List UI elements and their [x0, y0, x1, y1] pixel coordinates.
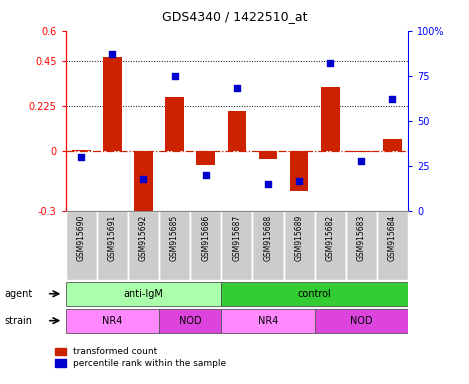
- Bar: [165, 97, 184, 151]
- Bar: [72, 150, 91, 151]
- Text: GSM915692: GSM915692: [139, 215, 148, 261]
- Bar: [352, 151, 371, 152]
- Text: GSM915685: GSM915685: [170, 215, 179, 261]
- Point: [109, 51, 116, 57]
- Bar: [321, 87, 340, 151]
- Point: [326, 60, 334, 66]
- Bar: [159, 308, 221, 333]
- Bar: [66, 211, 97, 280]
- Text: anti-IgM: anti-IgM: [123, 289, 163, 299]
- Point: [171, 73, 178, 79]
- Bar: [284, 211, 315, 280]
- Text: agent: agent: [5, 289, 33, 299]
- Text: GDS4340 / 1422510_at: GDS4340 / 1422510_at: [162, 10, 307, 23]
- Text: GSM915686: GSM915686: [201, 215, 210, 261]
- Point: [233, 85, 241, 91]
- Bar: [134, 151, 153, 219]
- Text: GSM915683: GSM915683: [357, 215, 366, 261]
- Bar: [252, 211, 284, 280]
- Point: [77, 154, 85, 160]
- Bar: [221, 308, 315, 333]
- Text: NR4: NR4: [102, 316, 122, 326]
- Bar: [66, 308, 159, 333]
- Bar: [97, 211, 128, 280]
- Bar: [197, 151, 215, 165]
- Text: GSM915687: GSM915687: [232, 215, 242, 261]
- Text: NOD: NOD: [179, 316, 202, 326]
- Point: [264, 181, 272, 187]
- Point: [140, 175, 147, 182]
- Bar: [227, 111, 246, 151]
- Text: strain: strain: [5, 316, 33, 326]
- Bar: [159, 211, 190, 280]
- Point: [202, 172, 210, 178]
- Bar: [346, 211, 377, 280]
- Bar: [190, 211, 221, 280]
- Text: GSM915689: GSM915689: [295, 215, 303, 261]
- Text: GSM915682: GSM915682: [325, 215, 335, 261]
- Text: NR4: NR4: [258, 316, 278, 326]
- Text: GSM915690: GSM915690: [77, 215, 86, 261]
- Bar: [103, 57, 121, 151]
- Text: GSM915691: GSM915691: [108, 215, 117, 261]
- Legend: transformed count, percentile rank within the sample: transformed count, percentile rank withi…: [52, 344, 230, 372]
- Text: GSM915684: GSM915684: [388, 215, 397, 261]
- Bar: [290, 151, 309, 191]
- Bar: [383, 139, 402, 151]
- Point: [357, 157, 365, 164]
- Bar: [377, 211, 408, 280]
- Text: GSM915688: GSM915688: [264, 215, 272, 261]
- Point: [389, 96, 396, 103]
- Bar: [66, 281, 221, 306]
- Point: [295, 177, 303, 184]
- Bar: [315, 211, 346, 280]
- Bar: [315, 308, 408, 333]
- Bar: [258, 151, 277, 159]
- Text: control: control: [298, 289, 332, 299]
- Text: NOD: NOD: [350, 316, 373, 326]
- Bar: [221, 281, 408, 306]
- Bar: [128, 211, 159, 280]
- Bar: [221, 211, 252, 280]
